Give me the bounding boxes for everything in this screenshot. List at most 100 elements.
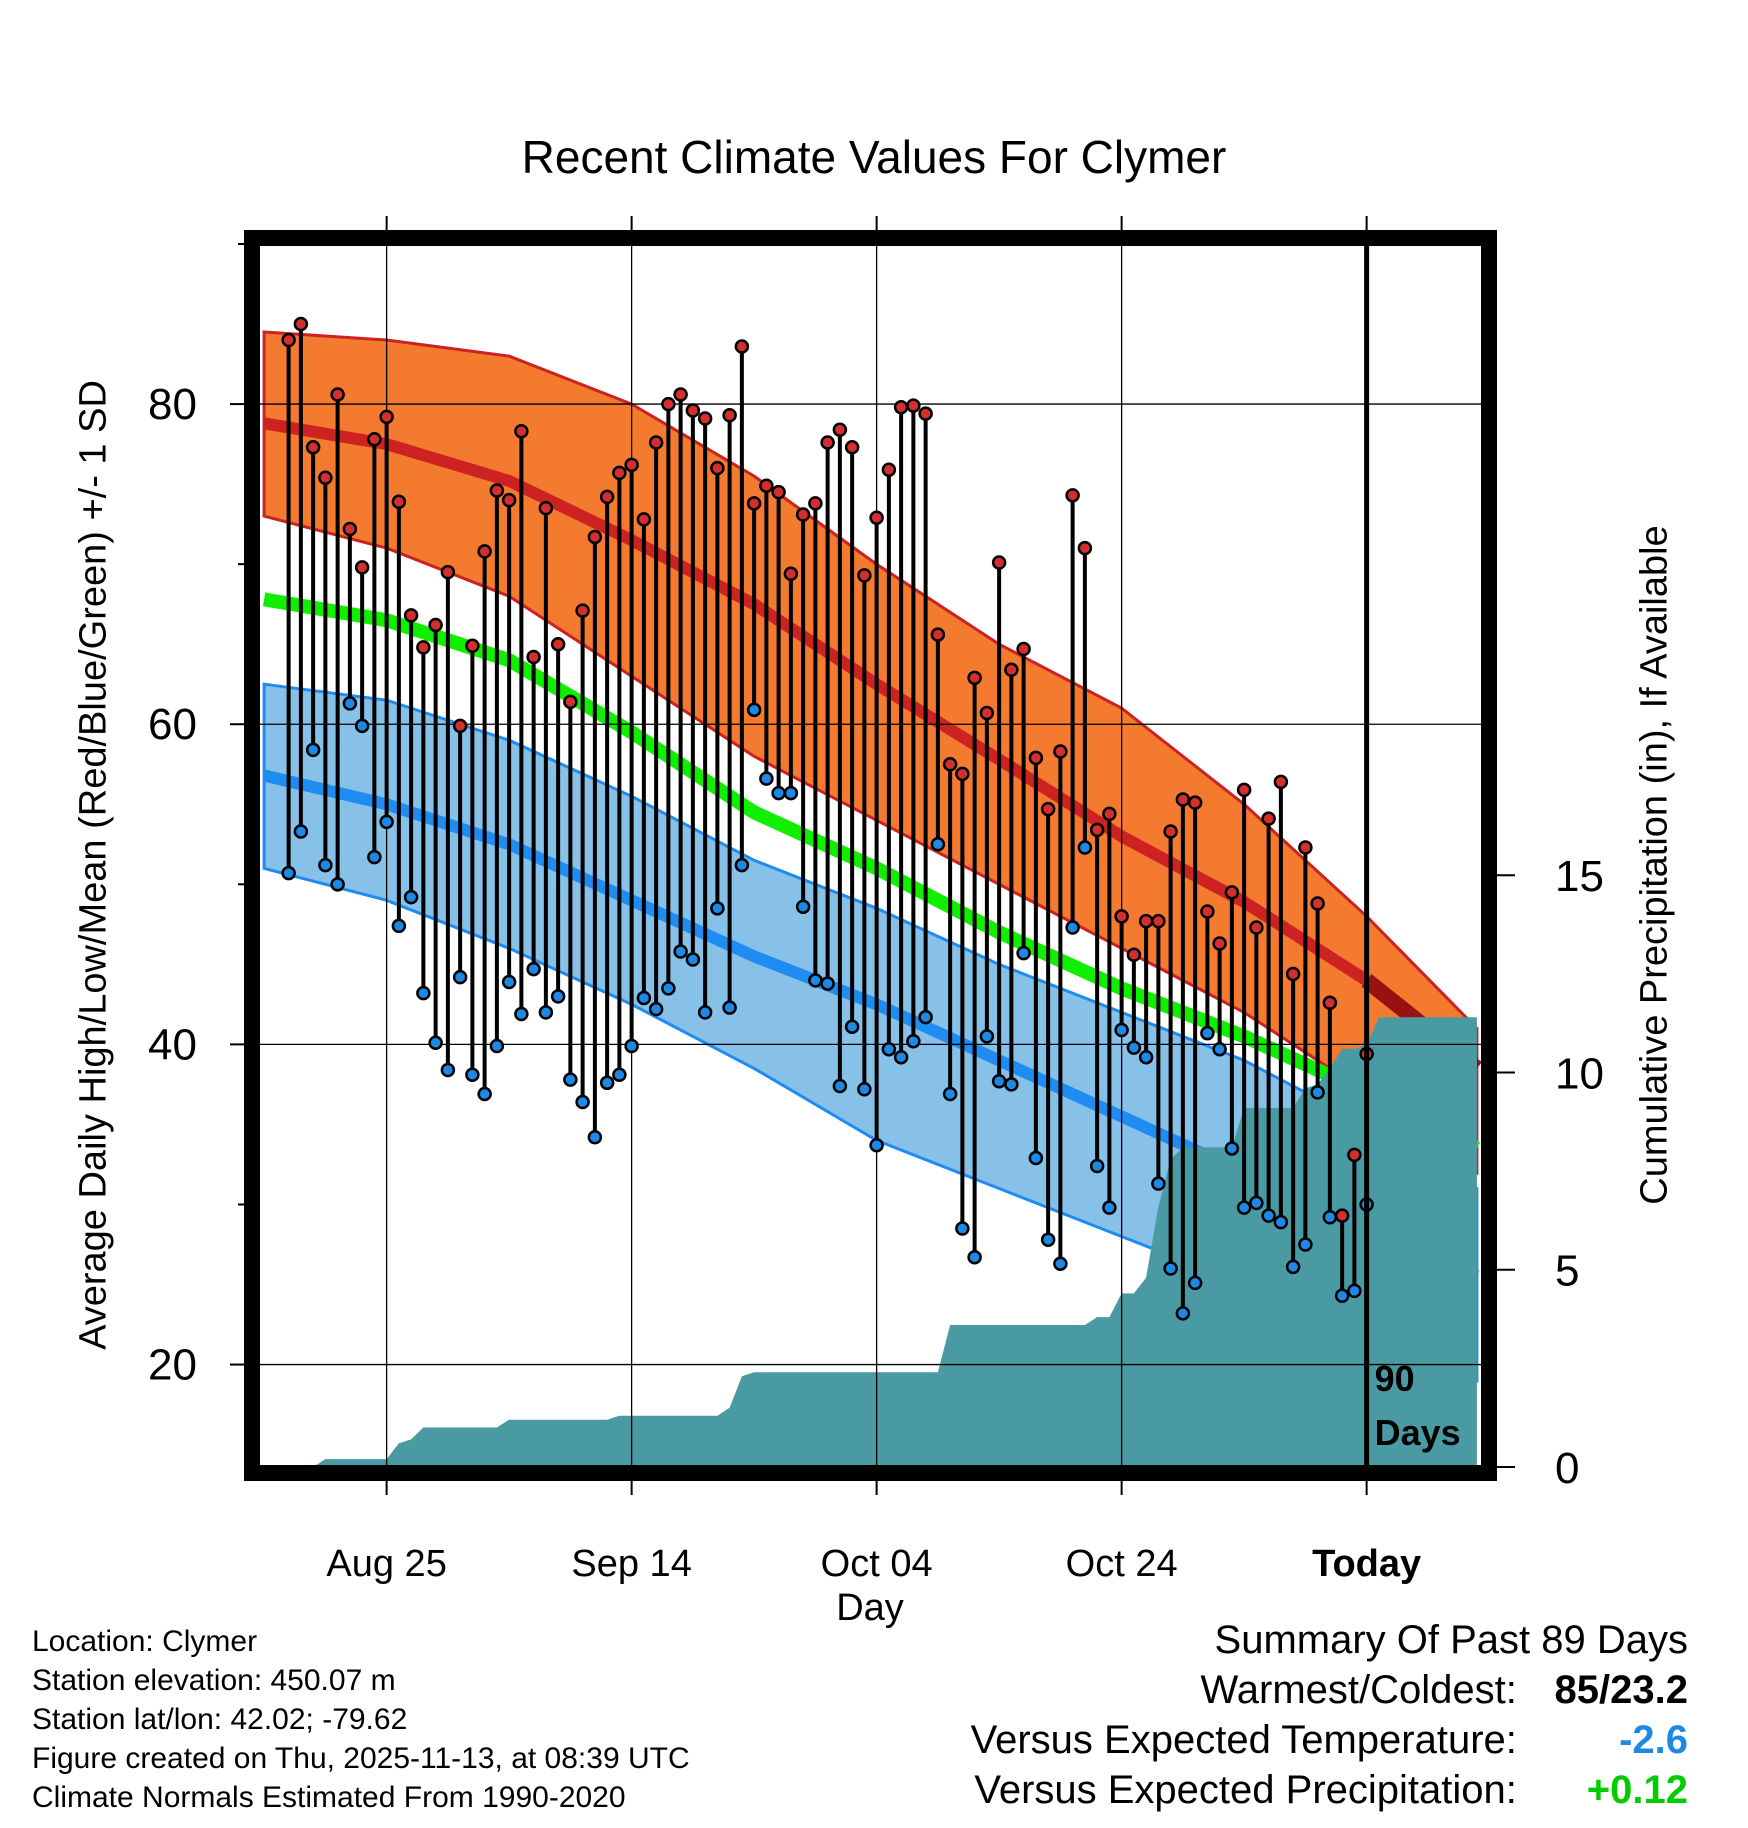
daily-low-point: [465, 1067, 480, 1083]
warmest-value: 85/23.2: [1554, 1668, 1688, 1712]
daily-low-point: [477, 1086, 492, 1102]
daily-high-point: [759, 478, 774, 493]
daily-low-point: [1273, 1214, 1289, 1230]
daily-high-point: [991, 555, 1007, 570]
daily-low-point: [550, 989, 566, 1004]
x-tick-label: Aug 25: [326, 1543, 446, 1585]
today-count-label: 90: [1375, 1358, 1415, 1399]
y-tick-label: 20: [148, 1341, 197, 1390]
daily-low-point: [857, 1081, 872, 1097]
daily-high-point: [722, 408, 737, 423]
x-tick-label: Oct 04: [821, 1543, 933, 1585]
daily-high-point: [379, 409, 394, 425]
summary-temp-row: Versus Expected Temperature: -2.6: [971, 1715, 1688, 1765]
daily-high-point: [918, 406, 933, 421]
daily-high-point: [1114, 909, 1129, 924]
daily-high-point: [1200, 904, 1215, 919]
daily-high-point: [636, 512, 652, 527]
daily-low-point: [367, 849, 382, 865]
daily-low-point: [697, 1005, 713, 1020]
summary-warmest-row: Warmest/Coldest: 85/23.2: [971, 1665, 1689, 1715]
daily-low-point: [808, 973, 823, 988]
y-tick-label: 40: [148, 1020, 197, 1069]
daily-low-point: [403, 889, 419, 905]
daily-low-point: [942, 1086, 958, 1102]
daily-high-point: [587, 529, 603, 545]
daily-high-point: [1285, 966, 1301, 982]
daily-high-point: [318, 470, 333, 485]
daily-low-point: [1138, 1049, 1154, 1065]
daily-high-point: [1065, 488, 1080, 503]
y2-tick-label: 15: [1555, 852, 1604, 901]
daily-high-point: [1187, 795, 1203, 810]
y2-tick-label: 5: [1555, 1247, 1579, 1296]
plot-area: [258, 244, 1483, 1467]
daily-low-point: [1187, 1275, 1203, 1291]
daily-high-point: [1347, 1147, 1362, 1163]
daily-high-point: [612, 465, 627, 481]
daily-low-point: [1261, 1208, 1276, 1223]
daily-low-point: [1040, 1232, 1056, 1247]
daily-low-point: [1114, 1022, 1129, 1038]
daily-low-point: [1298, 1237, 1313, 1252]
daily-low-point: [832, 1078, 848, 1094]
daily-low-point: [1016, 945, 1031, 961]
daily-high-point: [1040, 801, 1056, 817]
daily-high-point: [930, 627, 946, 642]
temp-label: Versus Expected Temperature:: [970, 1718, 1517, 1762]
created-text: Figure created on Thu, 2025-11-13, at 08…: [32, 1742, 690, 1775]
daily-high-point: [428, 617, 443, 633]
daily-high-point: [1089, 822, 1105, 838]
daily-high-point: [1212, 936, 1227, 951]
daily-high-point: [452, 718, 468, 734]
daily-high-point: [575, 603, 590, 618]
temp-value: -2.6: [1619, 1718, 1688, 1762]
daily-low-point: [1175, 1306, 1191, 1321]
daily-low-point: [893, 1049, 909, 1065]
daily-low-point: [648, 1001, 664, 1017]
daily-high-point: [979, 705, 995, 721]
daily-low-point: [293, 824, 309, 839]
daily-high-point: [893, 400, 909, 415]
daily-low-point: [452, 969, 468, 985]
y2-axis-label: Cumulative Precipitation (in), If Availa…: [1633, 525, 1676, 1205]
daily-high-point: [501, 492, 517, 508]
daily-low-point: [783, 785, 799, 801]
daily-high-point: [305, 440, 321, 455]
daily-high-point: [538, 500, 554, 516]
precip-label: Versus Expected Precipitation:: [974, 1768, 1517, 1812]
daily-low-point: [501, 974, 517, 990]
daily-high-point: [1322, 995, 1338, 1011]
daily-high-point: [1102, 806, 1117, 822]
daily-low-point: [636, 990, 652, 1006]
daily-low-point: [1249, 1195, 1264, 1211]
daily-high-point: [489, 483, 505, 498]
daily-high-point: [281, 332, 296, 348]
daily-high-point: [391, 494, 407, 509]
daily-high-point: [354, 560, 370, 575]
daily-high-point: [673, 387, 688, 402]
daily-high-point: [820, 435, 835, 450]
daily-low-point: [514, 1006, 529, 1022]
daily-low-point: [1285, 1259, 1301, 1275]
daily-high-point: [771, 484, 786, 500]
warmest-label: Warmest/Coldest:: [1200, 1668, 1517, 1712]
daily-high-point: [403, 608, 419, 623]
daily-low-point: [710, 901, 725, 916]
plot-frame: [244, 230, 1497, 1481]
daily-low-point: [955, 1221, 970, 1236]
latlon-text: Station lat/lon: 42.02; -79.62: [32, 1703, 408, 1736]
y-tick-label: 80: [148, 380, 197, 429]
location-text: Location: Clymer: [32, 1625, 258, 1658]
daily-low-point: [330, 877, 345, 892]
y-axis-label: Average Daily High/Low/Mean (Red/Blue/Gr…: [72, 380, 115, 1350]
daily-high-point: [648, 435, 664, 450]
daily-low-point: [1053, 1256, 1068, 1271]
daily-low-point: [881, 1041, 897, 1057]
summary-precip-row: Versus Expected Precipitation: +0.12: [971, 1765, 1688, 1815]
daily-low-point: [416, 985, 431, 1001]
daily-high-point: [808, 496, 823, 511]
daily-low-point: [391, 918, 407, 934]
x-tick-label: Today: [1312, 1543, 1421, 1585]
daily-high-point: [1028, 750, 1044, 766]
